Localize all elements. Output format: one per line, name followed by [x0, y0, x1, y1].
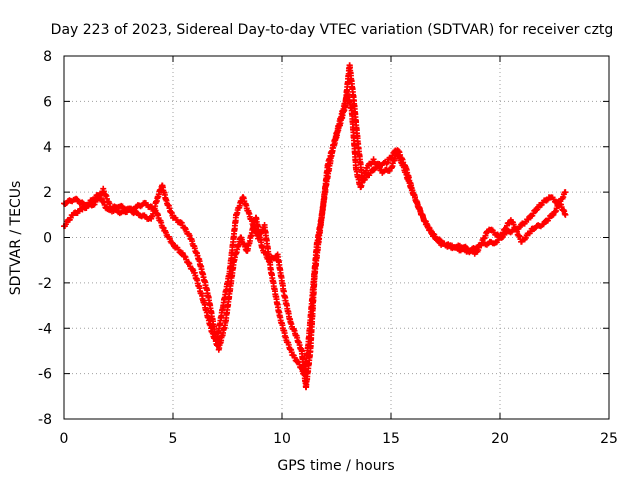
y-tick-label: -6: [38, 367, 52, 383]
axis-ticks: [63, 55, 610, 420]
data-point: [533, 207, 540, 214]
y-tick-label: 4: [43, 140, 52, 156]
y-tick-label: 6: [43, 94, 52, 110]
data-point: [435, 236, 442, 243]
y-tick-label: -8: [38, 412, 52, 428]
chart-title: Day 223 of 2023, Sidereal Day-to-day VTE…: [51, 22, 614, 38]
data-point: [562, 189, 569, 196]
x-tick-label: 0: [60, 431, 69, 447]
y-axis-label: SDTVAR / TECUs: [8, 181, 24, 296]
x-axis-label: GPS time / hours: [277, 458, 394, 474]
data-point: [562, 211, 569, 218]
y-tick-label: -2: [38, 276, 52, 292]
x-tick-label: 10: [273, 431, 291, 447]
x-tick-labels: 0 5 10 15 20 25: [60, 431, 618, 447]
x-tick-label: 20: [491, 431, 509, 447]
y-tick-label: -4: [38, 321, 52, 337]
x-tick-label: 5: [169, 431, 178, 447]
y-tick-label: 0: [43, 231, 52, 247]
x-tick-label: 15: [382, 431, 400, 447]
y-tick-label: 8: [43, 49, 52, 65]
data-series: [61, 62, 569, 391]
grid: [64, 56, 609, 419]
y-tick-label: 2: [43, 185, 52, 201]
y-tick-labels: -8 -6 -4 -2 0 2 4 6 8: [38, 49, 52, 428]
x-tick-label: 25: [600, 431, 618, 447]
